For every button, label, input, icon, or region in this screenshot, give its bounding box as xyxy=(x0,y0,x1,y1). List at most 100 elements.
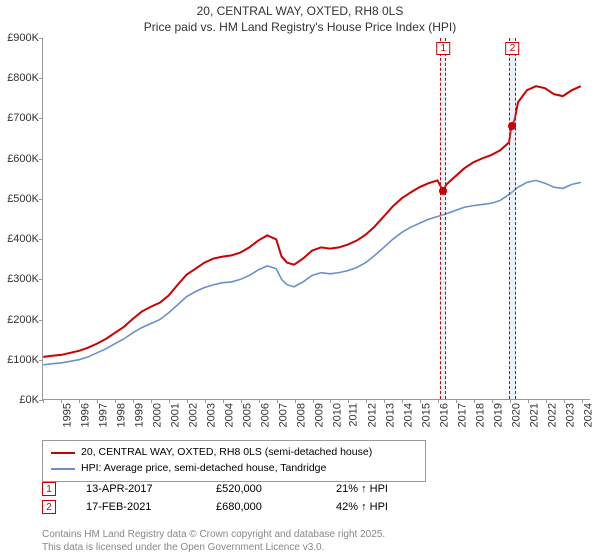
chart-container: 20, CENTRAL WAY, OXTED, RH8 0LS Price pa… xyxy=(0,0,600,560)
x-tick-label: 2022 xyxy=(547,403,559,427)
x-tick-mark xyxy=(115,399,116,403)
x-tick-label: 1998 xyxy=(115,403,127,427)
x-tick-mark xyxy=(277,399,278,403)
x-tick-mark xyxy=(420,399,421,403)
y-tick-label: £700K xyxy=(7,112,43,124)
x-tick-label: 2013 xyxy=(385,403,397,427)
x-tick-label: 2024 xyxy=(583,403,595,427)
x-tick-label: 2021 xyxy=(529,403,541,427)
footer-line2: This data is licensed under the Open Gov… xyxy=(42,541,385,554)
footer: Contains HM Land Registry data © Crown c… xyxy=(42,528,385,554)
x-tick-label: 2023 xyxy=(565,403,577,427)
x-tick-mark xyxy=(510,399,511,403)
x-tick-label: 2014 xyxy=(403,403,415,427)
x-tick-label: 2019 xyxy=(493,403,505,427)
x-tick-label: 2018 xyxy=(475,403,487,427)
y-tick-mark xyxy=(39,38,43,39)
x-tick-mark xyxy=(97,399,98,403)
footer-line1: Contains HM Land Registry data © Crown c… xyxy=(42,528,385,541)
event-dot-2 xyxy=(508,122,516,130)
event-delta: 42% ↑ HPI xyxy=(336,501,388,513)
x-tick-mark xyxy=(582,399,583,403)
y-tick-mark xyxy=(39,118,43,119)
event-num: 1 xyxy=(42,482,56,496)
y-tick-label: £800K xyxy=(7,72,43,84)
x-tick-mark xyxy=(133,399,134,403)
x-tick-mark xyxy=(295,399,296,403)
title-line1: 20, CENTRAL WAY, OXTED, RH8 0LS xyxy=(0,4,600,20)
y-tick-mark xyxy=(39,239,43,240)
x-tick-mark xyxy=(223,399,224,403)
event-table: 113-APR-2017£520,00021% ↑ HPI217-FEB-202… xyxy=(42,482,388,518)
x-tick-mark xyxy=(492,399,493,403)
y-tick-mark xyxy=(39,360,43,361)
x-tick-label: 2017 xyxy=(457,403,469,427)
y-tick-mark xyxy=(39,78,43,79)
x-tick-mark xyxy=(241,399,242,403)
event-row-2: 217-FEB-2021£680,00042% ↑ HPI xyxy=(42,500,388,514)
x-tick-label: 2010 xyxy=(331,403,343,427)
y-tick-label: £600K xyxy=(7,153,43,165)
event-marker-1: 1 xyxy=(437,42,451,55)
event-price: £680,000 xyxy=(216,501,306,513)
x-tick-label: 2007 xyxy=(277,403,289,427)
x-tick-label: 2004 xyxy=(223,403,235,427)
event-band-2 xyxy=(509,38,515,399)
x-tick-label: 1996 xyxy=(79,403,91,427)
x-tick-label: 1995 xyxy=(61,403,73,427)
y-tick-label: £200K xyxy=(7,314,43,326)
legend-label-hpi: HPI: Average price, semi-detached house,… xyxy=(81,461,326,477)
legend: 20, CENTRAL WAY, OXTED, RH8 0LS (semi-de… xyxy=(42,440,426,482)
y-tick-label: £300K xyxy=(7,273,43,285)
event-marker-2: 2 xyxy=(506,42,520,55)
x-tick-mark xyxy=(43,399,44,403)
x-tick-label: 2006 xyxy=(259,403,271,427)
legend-label-price-paid: 20, CENTRAL WAY, OXTED, RH8 0LS (semi-de… xyxy=(81,445,372,461)
title-line2: Price paid vs. HM Land Registry's House … xyxy=(0,20,600,36)
x-tick-label: 2016 xyxy=(439,403,451,427)
x-tick-mark xyxy=(330,399,331,403)
x-tick-mark xyxy=(564,399,565,403)
x-tick-mark xyxy=(79,399,80,403)
y-tick-label: £500K xyxy=(7,193,43,205)
x-tick-mark xyxy=(528,399,529,403)
x-tick-mark xyxy=(169,399,170,403)
series-hpi xyxy=(43,180,581,364)
x-tick-mark xyxy=(187,399,188,403)
plot-area: £0K£100K£200K£300K£400K£500K£600K£700K£8… xyxy=(42,38,590,400)
x-tick-mark xyxy=(366,399,367,403)
x-tick-mark xyxy=(546,399,547,403)
event-delta: 21% ↑ HPI xyxy=(336,483,388,495)
series-price_paid xyxy=(43,86,581,357)
x-tick-label: 1999 xyxy=(133,403,145,427)
y-tick-mark xyxy=(39,199,43,200)
x-tick-mark xyxy=(438,399,439,403)
event-row-1: 113-APR-2017£520,00021% ↑ HPI xyxy=(42,482,388,496)
x-tick-mark xyxy=(456,399,457,403)
x-tick-label: 2015 xyxy=(421,403,433,427)
y-tick-mark xyxy=(39,279,43,280)
x-tick-mark xyxy=(348,399,349,403)
x-tick-label: 2008 xyxy=(295,403,307,427)
x-tick-label: 2002 xyxy=(187,403,199,427)
x-tick-label: 1997 xyxy=(97,403,109,427)
x-tick-mark xyxy=(313,399,314,403)
x-tick-label: 2009 xyxy=(313,403,325,427)
x-tick-label: 2000 xyxy=(151,403,163,427)
x-tick-mark xyxy=(259,399,260,403)
x-tick-label: 2001 xyxy=(169,403,181,427)
y-tick-label: £100K xyxy=(7,354,43,366)
legend-swatch-hpi xyxy=(51,468,75,470)
x-tick-mark xyxy=(384,399,385,403)
x-tick-mark xyxy=(474,399,475,403)
x-tick-mark xyxy=(151,399,152,403)
x-tick-mark xyxy=(402,399,403,403)
y-tick-label: £400K xyxy=(7,233,43,245)
event-date: 17-FEB-2021 xyxy=(86,501,186,513)
x-tick-mark xyxy=(61,399,62,403)
legend-row-price-paid: 20, CENTRAL WAY, OXTED, RH8 0LS (semi-de… xyxy=(51,445,417,461)
x-tick-label: 2012 xyxy=(367,403,379,427)
x-tick-label: 2005 xyxy=(241,403,253,427)
y-tick-mark xyxy=(39,320,43,321)
x-tick-label: 2003 xyxy=(205,403,217,427)
